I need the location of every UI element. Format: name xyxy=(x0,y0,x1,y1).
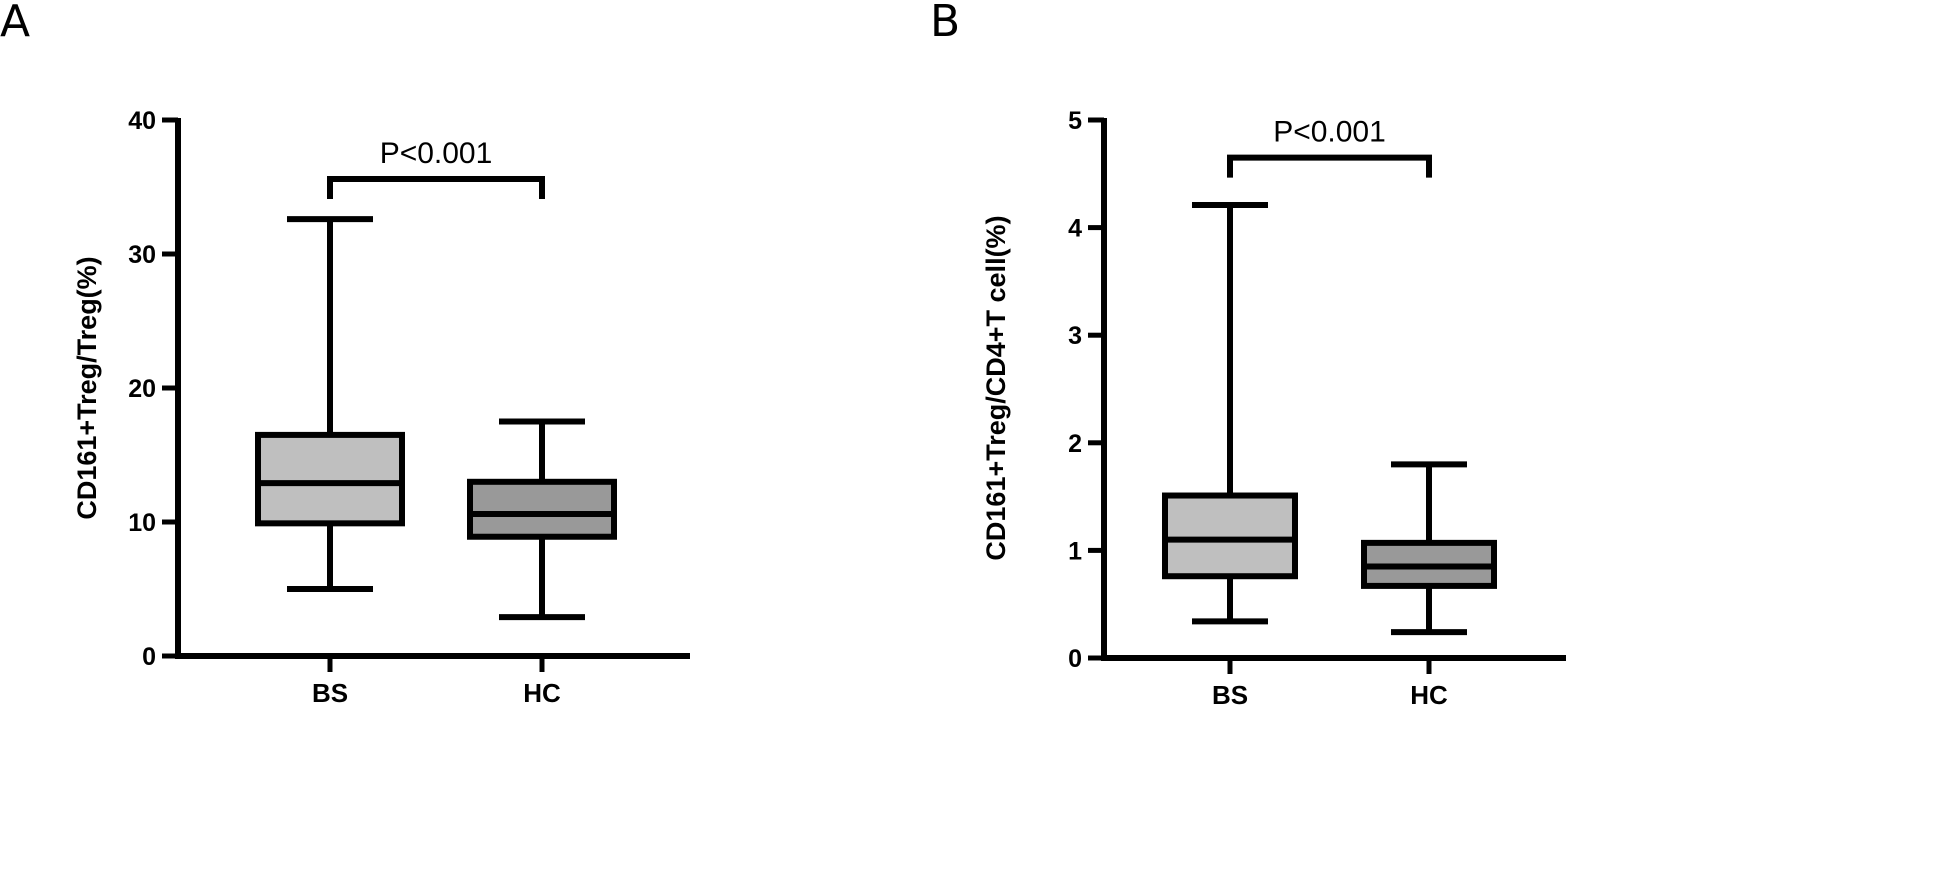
box-iqr xyxy=(467,478,617,540)
y-tick-label: 2 xyxy=(1068,430,1082,458)
y-tick-label: 3 xyxy=(1068,322,1082,350)
y-axis-label: CD161+Treg/CD4+T cell(%) xyxy=(981,215,1011,560)
significance-bracket xyxy=(1227,154,1432,178)
box-hc xyxy=(1361,461,1497,636)
panel-label: B xyxy=(930,0,960,47)
x-tick-label: BS xyxy=(312,678,348,708)
panel-a: A 0 10 20 30 40 BS HC CD161+Treg/Treg(%) P<0.001 xyxy=(0,0,690,708)
box-iqr xyxy=(1162,492,1298,580)
y-tick-label: 10 xyxy=(128,509,156,537)
y-tick-label: 0 xyxy=(1068,645,1082,673)
box-hc xyxy=(467,418,617,621)
y-tick-label: 1 xyxy=(1068,537,1082,565)
y-tick-label: 20 xyxy=(128,375,156,403)
y-tick-label: 5 xyxy=(1068,107,1082,135)
y-tick-label: 0 xyxy=(142,643,156,671)
y-tick-label: 4 xyxy=(1068,215,1082,243)
y-tick-label: 40 xyxy=(128,107,156,135)
box-bs xyxy=(255,216,405,592)
x-tick-label: HC xyxy=(1410,680,1448,710)
y-tick-label: 30 xyxy=(128,241,156,269)
x-tick-label: HC xyxy=(523,678,561,708)
p-value-label: P<0.001 xyxy=(380,137,493,170)
panel-label: A xyxy=(0,0,30,47)
x-tick-label: BS xyxy=(1212,680,1248,710)
significance-bracket xyxy=(327,175,545,199)
box-bs xyxy=(1162,202,1298,625)
y-axis-label: CD161+Treg/Treg(%) xyxy=(72,256,102,519)
box-iqr xyxy=(255,431,405,527)
p-value-label: P<0.001 xyxy=(1273,116,1386,149)
panel-b: B 0 1 2 3 4 5 BS HC CD161+Treg/CD4+T cell(%) P<0.0… xyxy=(930,0,1566,710)
